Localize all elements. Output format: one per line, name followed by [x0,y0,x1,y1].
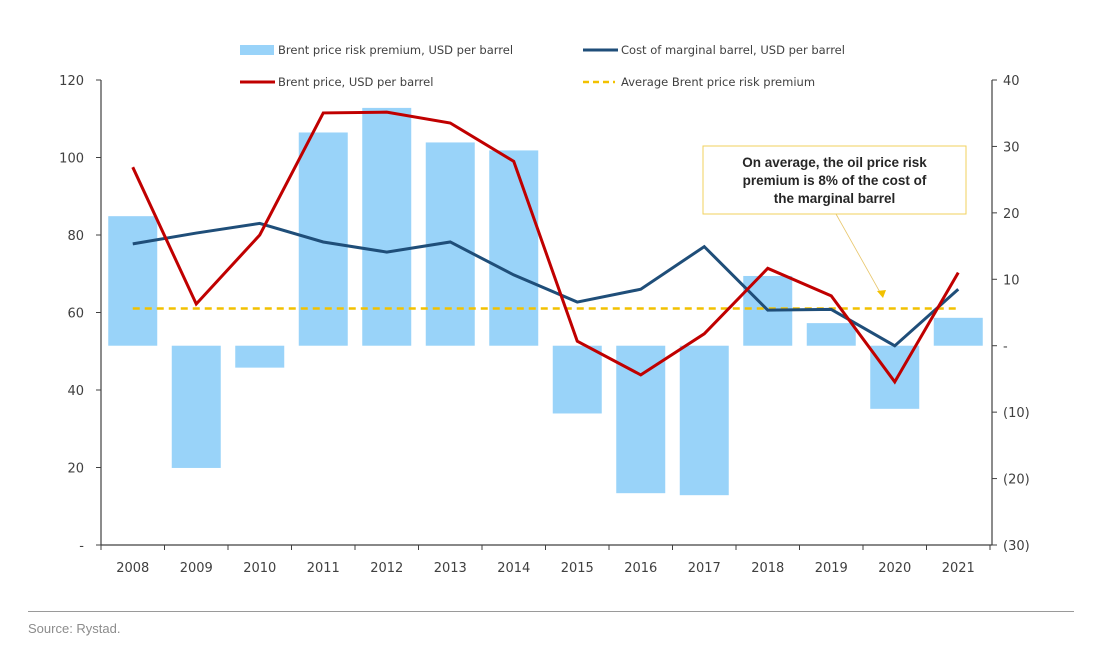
legend-label: Brent price risk premium, USD per barrel [278,43,513,57]
legend-label: Average Brent price risk premium [621,75,815,89]
legend-item-cost-of-marginal-barrel-usd-per-barrel: Cost of marginal barrel, USD per barrel [583,43,845,57]
right-axis-tick-label: - [1003,340,1008,355]
x-axis-tick-label: 2014 [497,561,530,576]
axes-layer: - 20 40 60 80 100 120 (30) (20) (10) - 10 20 30 40 2008… [59,74,1030,576]
left-axis-tick-label: 120 [59,74,84,89]
bar-2014 [489,150,539,346]
left-axis-tick-label: 80 [67,229,84,244]
x-axis-tick-label: 2021 [942,561,975,576]
bar-2012 [362,107,412,346]
right-axis-tick-label: 10 [1003,273,1020,288]
bar-2009 [171,345,221,468]
bar-2021 [933,317,983,346]
bar-2010 [235,345,285,368]
annotation-callout: On average, the oil price risk premium i… [702,145,967,298]
left-axis-tick-label: 60 [67,307,84,322]
left-axis-tick-label: - [79,539,84,554]
x-axis-tick-label: 2010 [243,561,276,576]
legend-item-brent-price-risk-premium-usd-per-barrel: Brent price risk premium, USD per barrel [240,43,513,57]
bar-2011 [298,132,348,346]
annotation-arrow [835,213,882,295]
line-brent-price-usd-per-barrel [131,110,960,385]
legend-swatch [240,45,274,55]
annotation-line-3: the marginal barrel [774,191,896,206]
x-axis-tick-label: 2009 [180,561,213,576]
legend-label: Brent price, USD per barrel [278,75,433,89]
legend-item-average-brent-price-risk-premium: Average Brent price risk premium [583,75,815,89]
bar-2015 [552,345,602,414]
bar-2017 [679,345,729,496]
right-axis-tick-label: (20) [1003,473,1030,488]
bar-2019 [806,323,856,346]
annotation-box [702,145,967,215]
left-axis-tick-label: 20 [67,462,84,477]
x-axis-tick-label: 2008 [116,561,149,576]
right-axis-tick-label: (10) [1003,406,1030,421]
annotation-line-2: premium is 8% of the cost of [743,173,927,188]
right-axis-tick-label: (30) [1003,539,1030,554]
source-note: Source: Rystad. [28,621,121,636]
annotation-arrowhead [877,290,886,298]
right-axis-tick-label: 30 [1003,140,1020,155]
x-axis-tick-label: 2015 [561,561,594,576]
bar-2016 [616,345,666,494]
legend-item-brent-price-usd-per-barrel: Brent price, USD per barrel [240,75,433,89]
left-axis-tick-label: 100 [59,152,84,167]
line-cost-of-marginal-barrel-usd-per-barrel [132,221,960,348]
x-axis-tick-label: 2011 [307,561,340,576]
footer-divider [28,611,1074,612]
legend: Brent price risk premium, USD per barrel… [240,43,845,89]
bar-2008 [108,216,158,346]
bars-layer [108,107,983,496]
legend-label: Cost of marginal barrel, USD per barrel [621,43,845,57]
left-axis-tick-label: 40 [67,384,84,399]
x-axis-tick-label: 2012 [370,561,403,576]
x-axis-tick-label: 2013 [434,561,467,576]
right-axis-tick-label: 40 [1003,74,1020,89]
x-axis-tick-label: 2019 [815,561,848,576]
x-axis-tick-label: 2018 [751,561,784,576]
x-axis-tick-label: 2017 [688,561,721,576]
right-axis-tick-label: 20 [1003,207,1020,222]
lines-layer [131,110,960,385]
x-axis-tick-label: 2020 [878,561,911,576]
annotation-line-1: On average, the oil price risk [742,155,927,170]
x-axis-tick-label: 2016 [624,561,657,576]
